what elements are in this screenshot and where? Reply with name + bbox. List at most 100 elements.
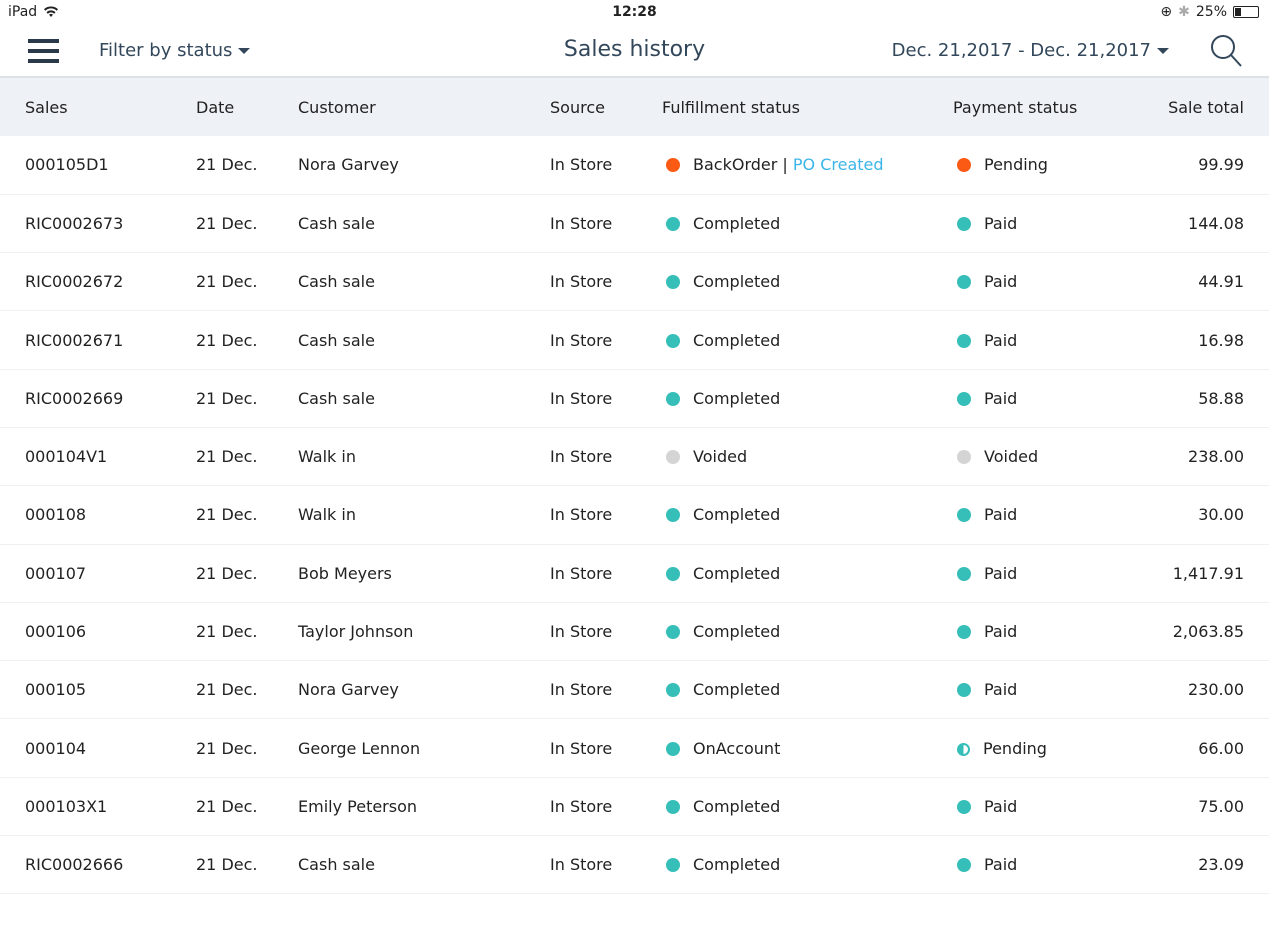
fulfillment-status: Completed [662, 544, 953, 602]
po-created-link[interactable]: PO Created [792, 155, 884, 175]
table-row[interactable]: RIC0002669 21 Dec. Cash sale In Store Co… [0, 369, 1269, 428]
search-icon[interactable] [1209, 33, 1243, 69]
sale-total: 23.09 [1198, 855, 1244, 875]
status-dot-voided-icon [666, 450, 680, 465]
sale-id: 000108 [25, 505, 87, 525]
col-sales[interactable]: Sales [25, 97, 68, 117]
filter-label: Filter by status [99, 40, 233, 61]
payment-label: Paid [984, 272, 1018, 292]
table-row[interactable]: 000103X1 21 Dec. Emily Peterson In Store… [0, 777, 1269, 836]
sale-total: 16.98 [1198, 330, 1244, 350]
table-row[interactable]: 000104 21 Dec. George Lennon In Store On… [0, 719, 1269, 778]
payment-status: Paid [953, 836, 1127, 894]
col-date[interactable]: Date [196, 97, 235, 117]
table-row[interactable]: 000105 21 Dec. Nora Garvey In Store Comp… [0, 661, 1269, 719]
col-sale-total[interactable]: Sale total [1168, 97, 1244, 117]
table-row[interactable]: RIC0002671 21 Dec. Cash sale In Store Co… [0, 311, 1269, 370]
table-row[interactable]: 000108 21 Dec. Walk in In Store Complete… [0, 486, 1269, 545]
sale-id: 000105 [25, 680, 87, 700]
payment-label: Paid [984, 796, 1018, 816]
payment-label: Paid [984, 388, 1018, 408]
payment-label: Paid [984, 680, 1018, 700]
sale-total: 58.88 [1198, 388, 1244, 408]
sale-total: 144.08 [1188, 213, 1244, 233]
filter-by-status-dropdown[interactable]: Filter by status [99, 40, 251, 61]
hamburger-menu-icon[interactable] [28, 39, 59, 63]
col-fulfillment-status[interactable]: Fulfillment status [662, 97, 800, 117]
payment-label: Paid [984, 213, 1018, 233]
sale-date: 21 Dec. [196, 272, 258, 292]
sale-id: RIC0002666 [25, 855, 124, 875]
table-row[interactable]: RIC0002673 21 Dec. Cash sale In Store Co… [0, 194, 1269, 253]
sales-table: Sales Date Customer Source Fulfillment s… [0, 78, 1269, 894]
col-customer[interactable]: Customer [298, 97, 376, 117]
col-source[interactable]: Source [550, 97, 605, 117]
status-bar: iPad 12:28 ⊕ ✱ 25% [0, 0, 1269, 26]
payment-status: Paid [953, 602, 1127, 660]
sale-date: 21 Dec. [196, 855, 258, 875]
col-payment-status[interactable]: Payment status [953, 97, 1078, 117]
payment-status: Paid [953, 661, 1127, 719]
sale-source: In Store [550, 447, 613, 467]
status-dot-completed-icon [666, 858, 680, 873]
table-row[interactable]: RIC0002666 21 Dec. Cash sale In Store Co… [0, 836, 1269, 894]
status-dot-completed-icon [957, 683, 971, 698]
fulfillment-label: Completed [693, 680, 781, 700]
fulfillment-label: Completed [693, 622, 781, 642]
sale-id: 000106 [25, 622, 87, 642]
fulfillment-status: Completed [662, 253, 953, 311]
caret-down-icon [1157, 48, 1169, 54]
payment-label: Voided [984, 447, 1039, 467]
fulfillment-status: Voided [662, 427, 953, 485]
sale-source: In Store [550, 505, 613, 525]
status-dot-completed-icon [666, 391, 680, 406]
table-row[interactable]: 000105D1 21 Dec. Nora Garvey In Store Ba… [0, 136, 1269, 195]
sale-source: In Store [550, 738, 613, 758]
payment-label: Paid [984, 622, 1018, 642]
sale-source: In Store [550, 855, 613, 875]
table-row[interactable]: RIC0002672 21 Dec. Cash sale In Store Co… [0, 253, 1269, 311]
sale-id: 000103X1 [25, 796, 108, 816]
status-dot-completed-icon [666, 683, 680, 698]
status-dot-voided-icon [957, 450, 971, 465]
table-row[interactable]: 000104V1 21 Dec. Walk in In Store Voided… [0, 427, 1269, 486]
sale-id: 000107 [25, 563, 87, 583]
sale-date: 21 Dec. [196, 155, 258, 175]
status-dot-completed-icon [957, 216, 971, 231]
sale-total: 30.00 [1198, 505, 1244, 525]
customer-name: Nora Garvey [298, 680, 399, 700]
fulfillment-label: Completed [693, 272, 781, 292]
sale-total: 66.00 [1198, 738, 1244, 758]
sale-id: 000105D1 [25, 155, 109, 175]
wifi-icon [44, 6, 59, 17]
customer-name: Taylor Johnson [298, 622, 414, 642]
fulfillment-label: Completed [693, 388, 781, 408]
customer-name: Cash sale [298, 213, 375, 233]
status-dot-completed-icon [957, 625, 971, 640]
fulfillment-label: Completed [693, 213, 781, 233]
page-title: Sales history [563, 37, 706, 62]
status-dot-completed-icon [957, 799, 971, 814]
sale-id: RIC0002669 [25, 388, 124, 408]
table-row[interactable]: 000106 21 Dec. Taylor Johnson In Store C… [0, 602, 1269, 661]
sale-date: 21 Dec. [196, 447, 258, 467]
table-row[interactable]: 000107 21 Dec. Bob Meyers In Store Compl… [0, 544, 1269, 603]
fulfillment-status: Completed [662, 777, 953, 835]
sale-total: 75.00 [1198, 796, 1244, 816]
sale-source: In Store [550, 330, 613, 350]
sale-source: In Store [550, 622, 613, 642]
fulfillment-label: Completed [693, 796, 781, 816]
sale-id: RIC0002672 [25, 272, 124, 292]
sale-id: RIC0002671 [25, 330, 124, 350]
rotation-lock-icon: ⊕ [1160, 4, 1173, 20]
customer-name: Cash sale [298, 388, 375, 408]
date-range-dropdown[interactable]: Dec. 21,2017 - Dec. 21,2017 [892, 40, 1169, 61]
sale-date: 21 Dec. [196, 330, 258, 350]
status-dot-completed-icon [957, 333, 971, 348]
customer-name: Bob Meyers [298, 563, 392, 583]
date-range-label: Dec. 21,2017 - Dec. 21,2017 [891, 40, 1151, 61]
sale-source: In Store [550, 272, 613, 292]
fulfillment-label: Completed [693, 330, 781, 350]
bluetooth-icon: ✱ [1178, 4, 1190, 20]
payment-status: Pending [953, 136, 1127, 194]
